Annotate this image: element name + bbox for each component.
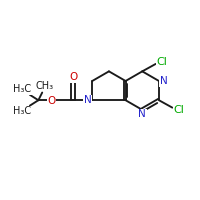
Text: N: N bbox=[160, 76, 167, 86]
Text: Cl: Cl bbox=[156, 57, 167, 67]
Text: O: O bbox=[70, 72, 78, 82]
Text: N: N bbox=[138, 109, 146, 119]
Text: N: N bbox=[84, 95, 92, 105]
Text: O: O bbox=[48, 96, 56, 106]
Text: CH₃: CH₃ bbox=[35, 81, 54, 91]
Text: H₃C: H₃C bbox=[13, 84, 31, 94]
Text: H₃C: H₃C bbox=[13, 106, 31, 116]
Text: Cl: Cl bbox=[173, 105, 184, 115]
